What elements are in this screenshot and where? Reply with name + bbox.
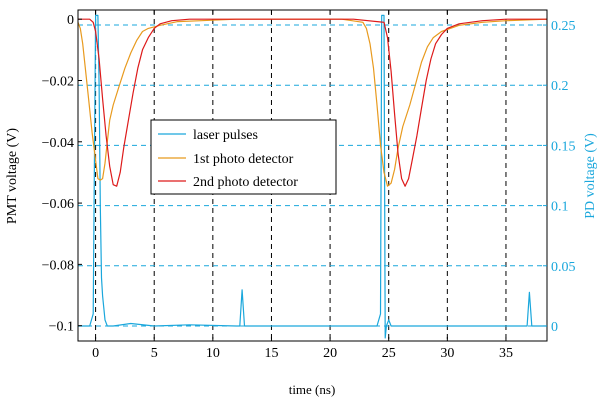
series-line-2nd-photo-detector [78,18,547,187]
legend-label-2nd-photo-detector: 2nd photo detector [193,175,298,190]
x-tick-label: 0 [92,346,99,361]
legend: laser pulses 1st photo detector 2nd phot… [150,119,337,195]
y-left-tick-label: 0 [67,13,74,28]
series-layer [77,14,548,339]
y-left-tick-label: −0.1 [49,320,74,335]
x-tick-label: 15 [264,346,278,361]
y-right-tick-label: 0.15 [551,139,576,154]
y-left-tick-label: −0.04 [42,136,74,151]
y-left-tick-label: −0.08 [42,258,74,273]
y-right-tick-label: 0.25 [551,19,576,34]
x-tick-label: 25 [382,346,396,361]
y-left-axis-ticks: 0 −0.02 −0.04 −0.06 −0.08 −0.1 [42,13,82,335]
x-tick-label: 30 [440,346,454,361]
y-left-tick-label: −0.02 [42,74,74,89]
x-tick-label: 35 [499,346,513,361]
y-right-tick-label: 0.05 [551,260,576,275]
x-tick-label: 10 [206,346,220,361]
series-line-laser-pulses [78,14,547,339]
legend-box [150,119,337,195]
y-right-axis-label: PD voltage (V) [583,133,598,219]
y-left-axis-label: PMT voltage (V) [5,128,20,225]
legend-label-1st-photo-detector: 1st photo detector [193,152,294,167]
x-axis-ticks: 0 5 10 15 20 25 30 35 [92,10,513,361]
legend-item-1st-photo-detector: 1st photo detector [158,152,294,167]
legend-label-laser-pulses: laser pulses [193,128,258,143]
x-tick-label: 20 [323,346,337,361]
y-left-tick-label: −0.06 [42,197,74,212]
y-right-tick-label: 0.1 [551,200,569,215]
y-right-tick-label: 0.2 [551,79,569,94]
legend-item-laser-pulses: laser pulses [158,128,258,143]
x-axis-label: time (ns) [289,382,336,397]
y-right-tick-label: 0 [551,320,558,335]
x-tick-label: 5 [151,346,158,361]
plot-frame [77,9,548,342]
legend-item-2nd-photo-detector: 2nd photo detector [158,175,298,190]
y-right-axis-ticks: 0 0.05 0.1 0.15 0.2 0.25 [543,19,576,335]
